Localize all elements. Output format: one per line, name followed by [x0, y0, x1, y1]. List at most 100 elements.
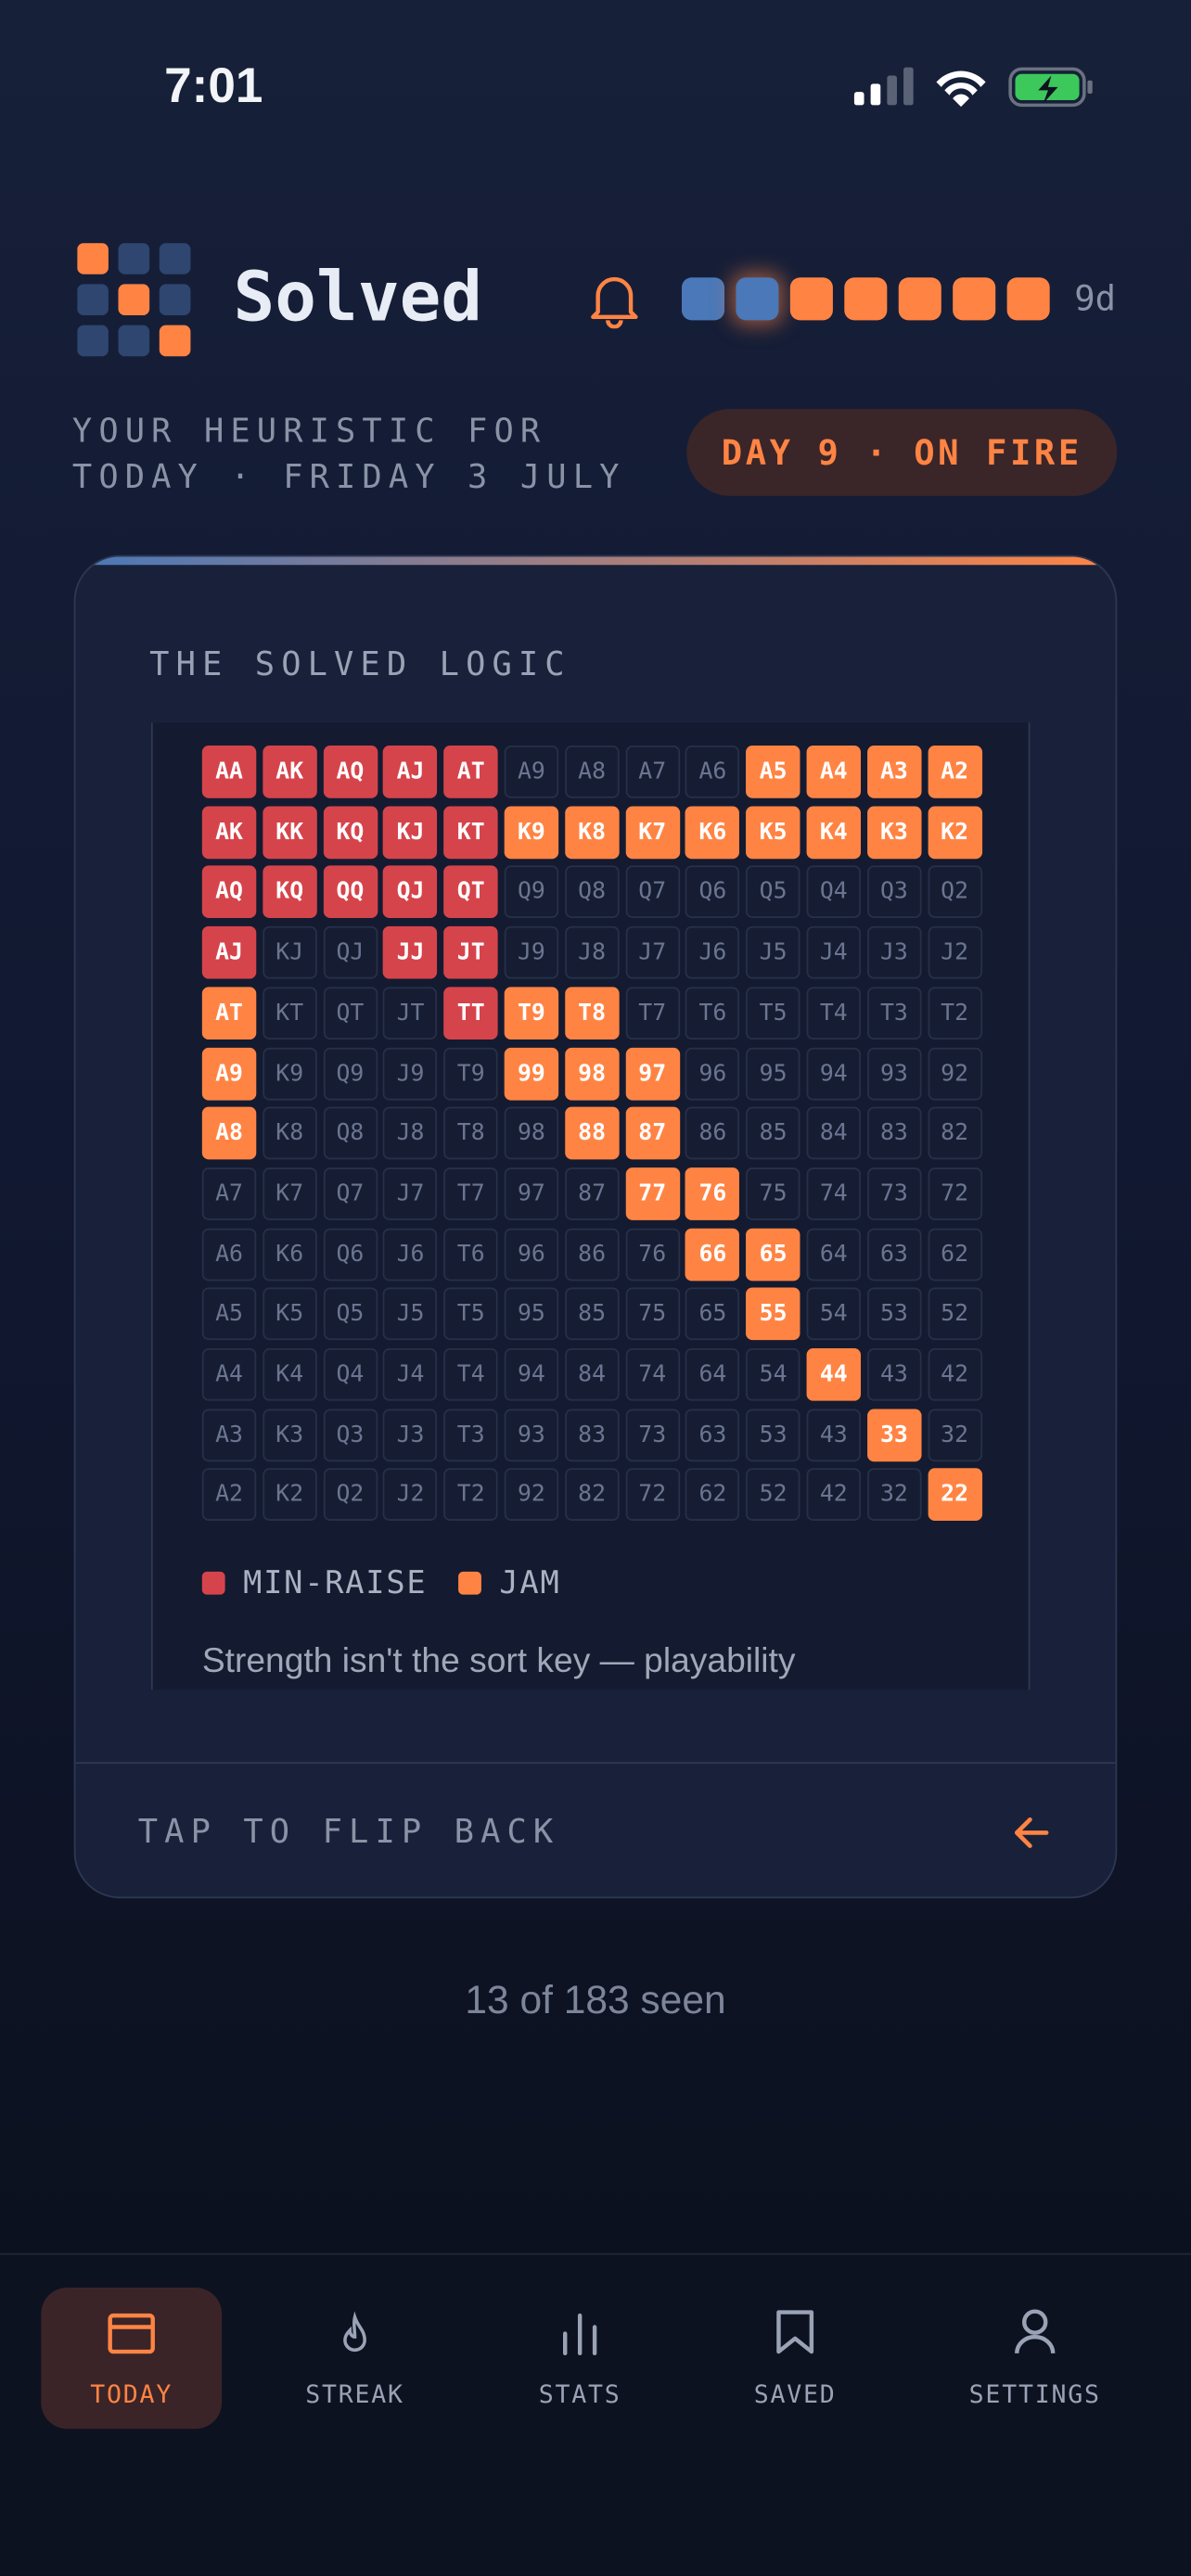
hand-cell: 77	[625, 1167, 680, 1220]
hand-cell: J7	[625, 926, 680, 979]
streak-dot	[789, 277, 833, 321]
hand-cell: 94	[806, 1047, 862, 1100]
hand-cell: 95	[746, 1047, 800, 1100]
hand-cell: K4	[263, 1347, 317, 1401]
hand-cell: AJ	[201, 926, 257, 979]
hand-cell: QQ	[323, 866, 378, 919]
hand-cell: 92	[927, 1047, 982, 1100]
hand-cell: J7	[383, 1167, 438, 1220]
streak-days: 9d	[1074, 279, 1117, 319]
hand-cell: 94	[504, 1347, 559, 1401]
hand-cell: 62	[685, 1468, 740, 1522]
hand-cell: A8	[201, 1106, 257, 1160]
tab-streak[interactable]: STREAK	[264, 2288, 445, 2429]
hand-cell: 96	[685, 1047, 740, 1100]
hand-cell: J3	[383, 1408, 438, 1461]
tab-icon	[563, 2313, 597, 2356]
hand-cell: J8	[564, 926, 620, 979]
tab-today[interactable]: TODAY	[41, 2288, 223, 2429]
hand-cell: J6	[383, 1227, 438, 1281]
hand-cell: T7	[443, 1167, 498, 1220]
legend-label: JAM	[499, 1564, 561, 1601]
hand-cell: KK	[263, 806, 317, 859]
hand-cell: QJ	[383, 866, 438, 919]
tab-settings[interactable]: SETTINGS	[944, 2288, 1125, 2429]
hand-cell: AT	[201, 987, 257, 1039]
hand-cell: J4	[806, 926, 862, 979]
hand-cell: A2	[201, 1468, 257, 1522]
hand-cell: 82	[927, 1106, 982, 1160]
hand-cell: 95	[504, 1287, 559, 1341]
hand-cell: Q9	[504, 866, 559, 919]
tab-icon	[776, 2310, 814, 2354]
hand-cell: 32	[866, 1468, 922, 1522]
hand-cell: 82	[564, 1468, 620, 1522]
hand-cell: A9	[504, 746, 559, 798]
hand-cell: QT	[443, 866, 498, 919]
tab-icon	[108, 2313, 155, 2354]
hand-cell: KQ	[323, 806, 378, 859]
bell-button[interactable]	[588, 269, 641, 329]
hand-cell: Q6	[685, 866, 740, 919]
hand-cell: 85	[564, 1287, 620, 1341]
streak-dots	[681, 277, 1050, 321]
progress-text: 13 of 183 seen	[465, 1979, 726, 2023]
hand-cell: 83	[866, 1106, 922, 1160]
hand-cell: 92	[504, 1468, 559, 1522]
hand-cell: A5	[746, 746, 800, 798]
tab-stats[interactable]: STATS	[490, 2288, 671, 2429]
hand-cell: 86	[564, 1227, 620, 1281]
hand-cell: Q4	[806, 866, 862, 919]
back-arrow[interactable]	[1012, 1813, 1052, 1853]
status-icons	[853, 67, 1093, 108]
hand-cell: 74	[806, 1167, 862, 1220]
hand-cell: 63	[866, 1227, 922, 1281]
hand-cell: K4	[806, 806, 862, 859]
hand-cell: 52	[927, 1287, 982, 1341]
streak-dot	[736, 277, 779, 321]
hand-cell: 65	[685, 1287, 740, 1341]
hand-cell: K2	[927, 806, 982, 859]
hand-cell: 84	[564, 1347, 620, 1401]
hand-cell: A7	[201, 1167, 257, 1220]
hand-cell: 98	[504, 1106, 559, 1160]
hand-cell: A9	[201, 1047, 257, 1100]
hand-cell: 76	[625, 1227, 680, 1281]
hand-cell: Q2	[323, 1468, 378, 1522]
hand-cell: AK	[263, 746, 317, 798]
hand-cell: 97	[504, 1167, 559, 1220]
app-logo	[77, 243, 191, 357]
flip-card: THE SOLVED LOGIC AA AK AQ AJ AT A9 A8 A7 A6 A5 A4 A…	[73, 555, 1118, 1899]
hand-cell: J2	[383, 1468, 438, 1522]
hand-cell: KT	[443, 806, 498, 859]
hand-cell: J4	[383, 1347, 438, 1401]
hand-cell: T6	[685, 987, 740, 1039]
hand-cell: 66	[685, 1227, 740, 1281]
hand-cell: K7	[625, 806, 680, 859]
tab-icon	[1015, 2309, 1056, 2354]
card-accent	[75, 556, 1116, 566]
tab-label: STATS	[538, 2379, 621, 2410]
hand-cell: J3	[866, 926, 922, 979]
hand-cell: 97	[625, 1047, 680, 1100]
hand-cell: 84	[806, 1106, 862, 1160]
hand-cell: T5	[443, 1287, 498, 1341]
hand-cell: 53	[866, 1287, 922, 1341]
hand-cell: K5	[263, 1287, 317, 1341]
hand-cell: 83	[564, 1408, 620, 1461]
streak-dot	[953, 277, 996, 321]
hand-cell: Q5	[746, 866, 800, 919]
tab-label: STREAK	[305, 2379, 404, 2410]
hand-cell: T8	[443, 1106, 498, 1160]
hand-cell: KJ	[263, 926, 317, 979]
hand-cell: Q6	[323, 1227, 378, 1281]
tab-saved[interactable]: SAVED	[705, 2288, 886, 2429]
streak-dot	[844, 277, 888, 321]
hand-cell: 52	[746, 1468, 800, 1522]
hand-cell: 53	[746, 1408, 800, 1461]
streak-dot	[681, 277, 725, 321]
hand-cell: 73	[625, 1408, 680, 1461]
flip-back-button[interactable]: TAP TO FLIP BACK	[137, 1811, 560, 1851]
hand-cell: 93	[504, 1408, 559, 1461]
